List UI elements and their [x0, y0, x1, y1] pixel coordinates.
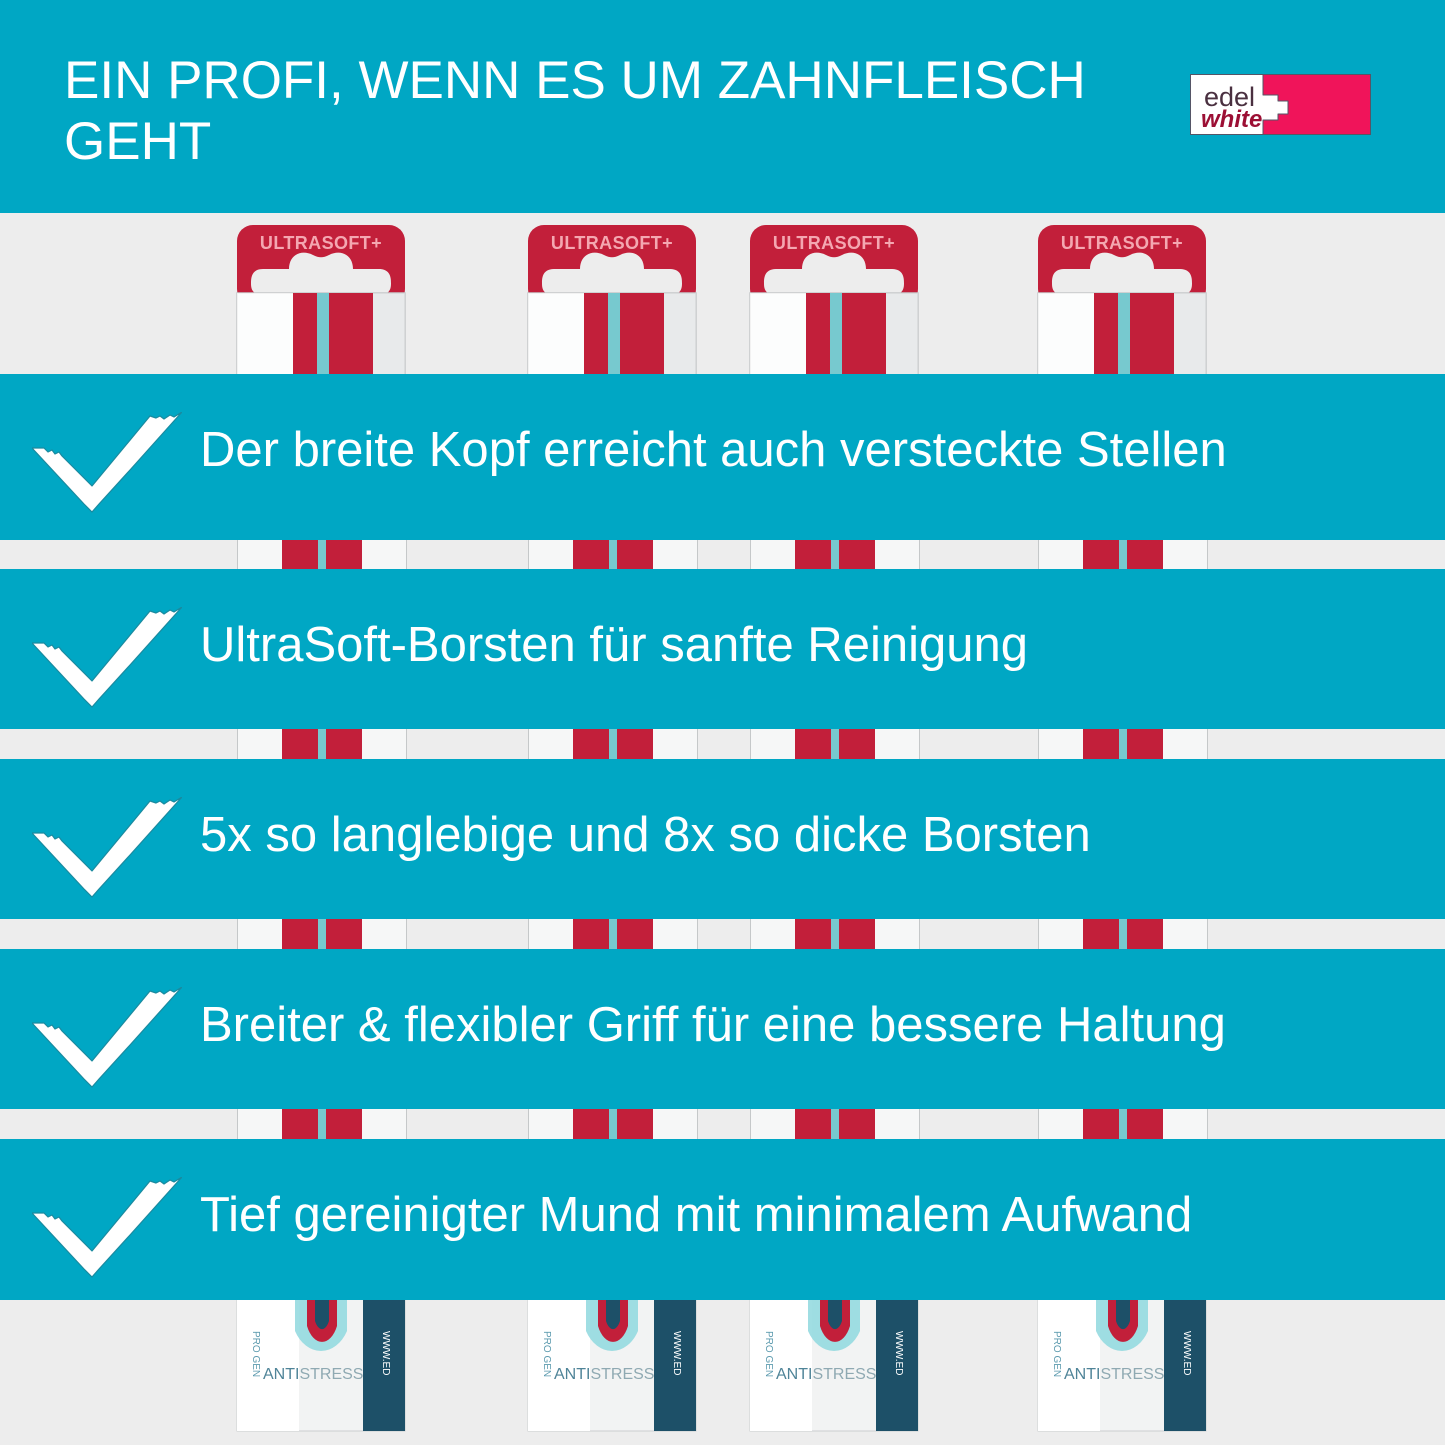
- svg-text:white: white: [1201, 106, 1262, 133]
